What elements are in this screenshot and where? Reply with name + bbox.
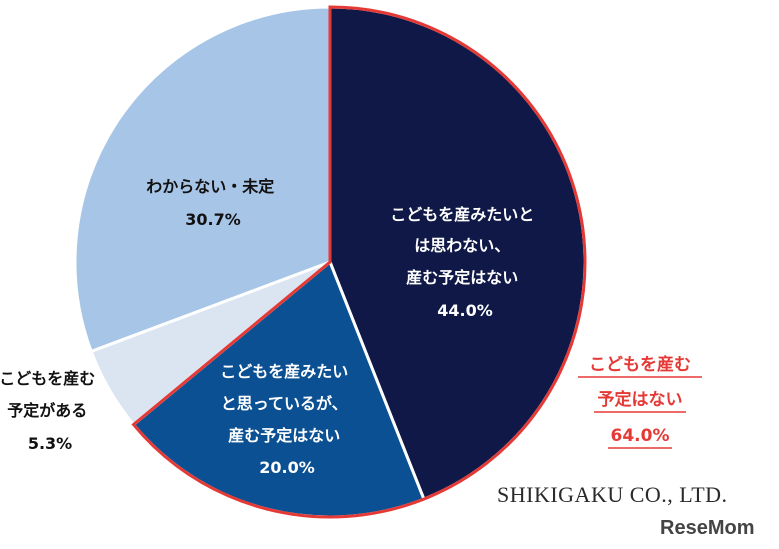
- resemom-watermark: ReseMom: [660, 517, 755, 539]
- slice-value-3: 30.7%: [185, 210, 241, 229]
- callout-value: 64.0%: [611, 426, 670, 446]
- slice-value-1: 20.0%: [259, 458, 315, 477]
- slice-value-2: 5.3%: [28, 434, 72, 453]
- highlight-outline: [131, 5, 587, 519]
- callout-line-1: 予定はない: [598, 389, 683, 410]
- svg-text:予定はない: 予定はない: [598, 389, 683, 410]
- slice-label-3: わからない・未定 30.7%: [146, 177, 280, 229]
- highlight-callout: こどもを産む 予定はない 64.0%: [578, 354, 702, 449]
- slice-label-0: こどもを産みたいと は思わない、 産む予定はない 44.0%: [390, 205, 540, 320]
- slice-value-0: 44.0%: [437, 301, 493, 320]
- svg-text:64.0%: 64.0%: [611, 426, 670, 446]
- callout-line-0: こどもを産む: [589, 354, 691, 375]
- svg-text:こどもを産む: こどもを産む: [589, 354, 691, 375]
- pie-slice-3: [73, 5, 332, 354]
- slice-label-2: こどもを産む 予定がある 5.3%: [0, 369, 101, 453]
- slice-label-1: こどもを産みたい と思っているが、 産む予定はない 20.0%: [220, 362, 354, 477]
- company-name: SHIKIGAKU CO., LTD.: [497, 482, 728, 507]
